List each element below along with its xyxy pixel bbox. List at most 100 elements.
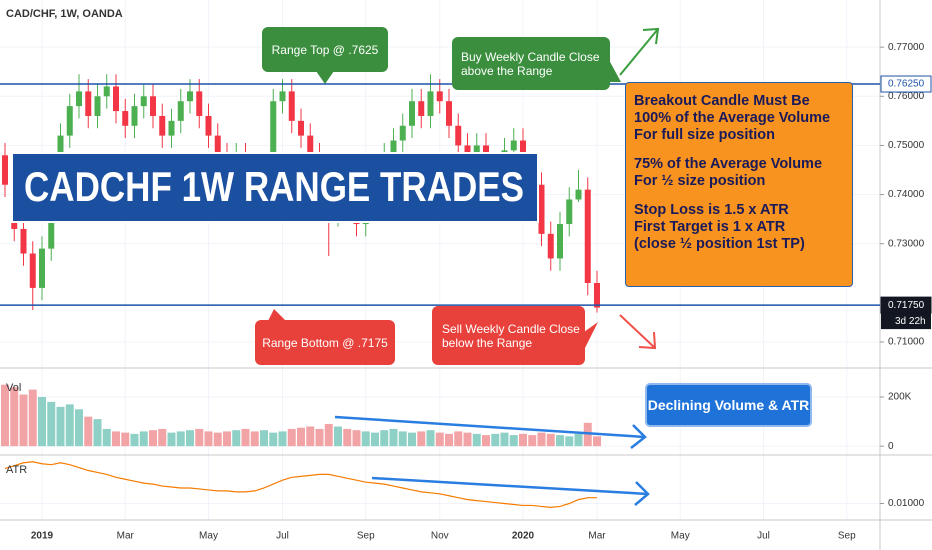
volume-bar [121, 432, 130, 447]
candle-body [196, 91, 203, 116]
volume-bar [213, 432, 222, 447]
callout-pointer [316, 71, 334, 84]
volume-bar [454, 431, 463, 447]
callout-text: Declining Volume & ATR [647, 397, 810, 413]
candle-body [390, 140, 397, 156]
candle-body [575, 189, 582, 200]
buy-callout: Buy Weekly Candle Close above the Range [452, 37, 610, 90]
volume-bar [176, 431, 185, 447]
banner-text: CADCHF 1W RANGE TRADES [24, 163, 524, 210]
volume-bar [232, 430, 241, 447]
callout-text: Range Top @ .7625 [271, 42, 379, 57]
volume-bar [269, 432, 278, 447]
y-tick-label: 0.77000 [888, 42, 925, 53]
rule-line: 75% of the Average Volume [634, 156, 823, 172]
x-tick-label: Mar [588, 531, 606, 542]
candle-body [547, 233, 554, 259]
volume-bar [380, 430, 389, 447]
x-tick-label: May [199, 531, 218, 542]
volume-bar [278, 431, 287, 447]
volume-bar [93, 419, 102, 447]
volume-bar [287, 428, 296, 447]
candle-body [288, 91, 295, 121]
level-label: 0.71750 [888, 300, 925, 311]
countdown: 3d 22h [895, 316, 926, 327]
volume-bar [417, 431, 426, 447]
candle-body [455, 125, 462, 146]
volume-bar [352, 430, 361, 447]
volume-bar [324, 424, 333, 447]
sell-callout: Sell Weekly Candle Close below the Range [432, 306, 585, 365]
volume-bar [315, 428, 324, 447]
volume-bar [167, 432, 176, 447]
y-tick-label: 0.75000 [888, 140, 925, 151]
x-tick-label: Jul [757, 531, 770, 542]
volume-bar [84, 416, 93, 447]
marks [1, 74, 601, 508]
candle-body [307, 135, 314, 156]
candle-body [113, 86, 119, 112]
volume-bar [158, 428, 167, 447]
volume-bar [223, 431, 231, 447]
y-tick-label: 200K [888, 392, 912, 403]
volume-bar [1, 384, 9, 447]
pane-title: ATR [6, 464, 27, 476]
volume-bar [509, 435, 518, 447]
candle-body [409, 101, 415, 126]
volume-bar [519, 433, 527, 447]
rules-box: Breakout Candle Must Be 100% of the Avera… [625, 82, 853, 287]
candle-body [66, 106, 73, 136]
volume-bar [112, 431, 120, 447]
volume-bar [500, 432, 509, 447]
volume-bar [361, 431, 370, 447]
volume-bar [398, 431, 407, 447]
callout-text: Buy Weekly Candle Close [461, 49, 600, 64]
volume-bar [38, 397, 46, 447]
symbol-title: CAD/CHF, 1W, OANDA [6, 8, 123, 20]
x-tick-label: 2020 [512, 531, 535, 542]
candle-body [279, 91, 286, 102]
candle-body [298, 120, 304, 136]
atr-trend-arrow [371, 476, 650, 506]
candle-body [150, 96, 156, 116]
atr-line [4, 461, 597, 508]
volume-bar [186, 430, 194, 447]
rule-line: Stop Loss is 1.5 x ATR [634, 202, 789, 218]
volume-bar [65, 404, 74, 447]
y-tick-label: 0.71000 [888, 337, 925, 348]
volume-bar [565, 436, 574, 447]
rule-group: 75% of the Average Volume For ½ size posi… [634, 156, 844, 190]
rule-group: Breakout Candle Must Be 100% of the Avera… [634, 93, 844, 144]
callout-text: below the Range [442, 335, 533, 350]
candle-body [29, 253, 36, 288]
candle-body [94, 96, 101, 116]
candle-body [122, 111, 129, 126]
volume-bar [75, 409, 83, 447]
candle-body [446, 101, 452, 126]
green-arrow [619, 27, 660, 76]
candle-body [20, 228, 27, 254]
callout-pointer [584, 322, 598, 350]
candle-body [557, 224, 563, 259]
x-tick-label: 2019 [31, 531, 54, 542]
red-arrow [619, 314, 657, 350]
callout-text: above the Range [461, 63, 553, 78]
candle-body [131, 106, 138, 126]
volume-bar [472, 433, 481, 447]
volume-bar [130, 433, 139, 447]
rule-line: First Target is 1 x ATR [634, 219, 786, 235]
callout-text: Range Bottom @ .7175 [262, 335, 388, 350]
candle-body [2, 155, 8, 185]
rule-line: For ½ size position [634, 173, 766, 189]
x-tick-label: Jul [276, 531, 289, 542]
rule-line: Breakout Candle Must Be [634, 93, 810, 109]
callout-pointer [609, 60, 621, 82]
candle-body [427, 91, 434, 116]
volume-bar [371, 432, 379, 447]
x-tick-label: May [671, 531, 690, 542]
candle-body [103, 86, 110, 97]
volume-bar [574, 433, 583, 447]
candle-body [85, 91, 92, 116]
y-tick-label: 0.76000 [888, 91, 925, 102]
candle-body [48, 204, 55, 249]
